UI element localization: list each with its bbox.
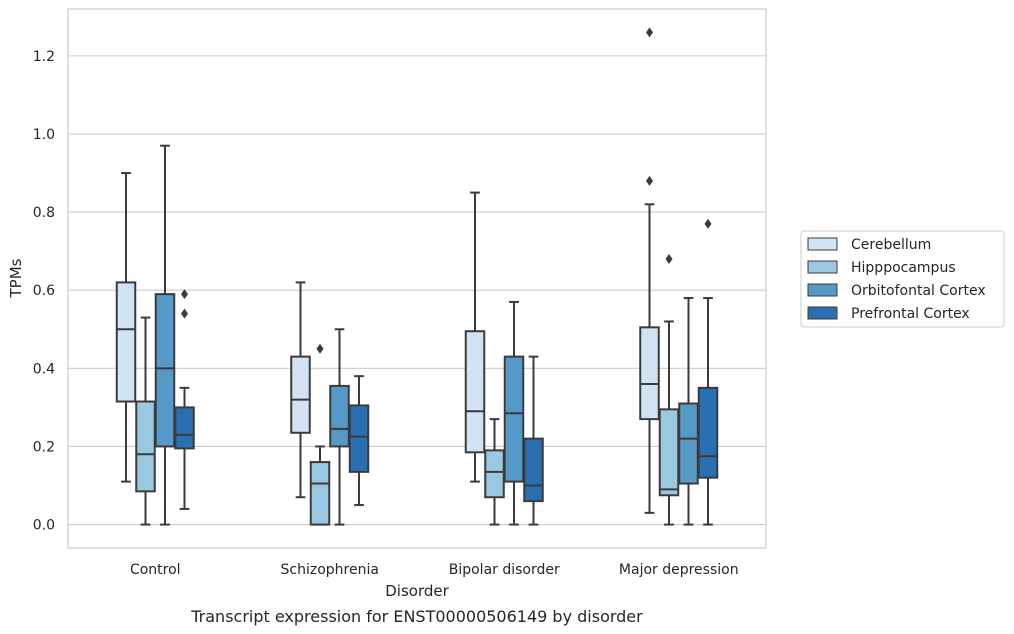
- box-body: [639, 326, 660, 421]
- box-body: [309, 461, 331, 526]
- box-schizophrenia-orbitofontal-cortex: [329, 328, 350, 526]
- legend-swatch: [807, 237, 838, 251]
- box-body: [174, 406, 195, 450]
- y-tick-label: 0.2: [33, 439, 55, 455]
- legend-entry-label: Hipppocampus: [851, 260, 956, 276]
- x-tick-labels: Control Schizophrenia Bipolar disorder Majo…: [130, 562, 739, 578]
- box-bipolar-disorder-cerebellum: [464, 191, 486, 483]
- box-body: [503, 355, 525, 483]
- box-schizophrenia-prefrontal-cortex: [348, 375, 370, 507]
- box-control-orbitofontal-cortex: [154, 144, 176, 526]
- box-control-hipppocampus: [135, 316, 156, 526]
- box-body: [484, 449, 505, 499]
- legend-swatch: [807, 283, 838, 297]
- box-bipolar-disorder-orbitofontal-cortex: [503, 300, 525, 526]
- legend-entry-label: Cerebellum: [851, 237, 931, 253]
- box-body: [678, 402, 699, 485]
- box-schizophrenia-cerebellum: [290, 281, 311, 499]
- y-tick-labels: 0.0 0.2 0.4 0.6 0.8 1.0 1.2: [33, 49, 55, 534]
- box-body: [329, 384, 350, 448]
- box-body: [348, 404, 370, 473]
- y-tick-label: 0.6: [33, 283, 55, 299]
- box-control-cerebellum: [115, 172, 137, 483]
- y-tick-label: 0.8: [33, 205, 55, 221]
- box-body: [658, 408, 680, 497]
- outlier-point: [646, 27, 653, 38]
- outlier-point: [181, 289, 188, 300]
- chart-caption: Transcript expression for ENST0000050614…: [190, 607, 643, 626]
- x-tick-label: Schizophrenia: [281, 562, 379, 578]
- box-major-depression-orbitofontal-cortex: [678, 297, 699, 526]
- box-major-depression-prefrontal-cortex: [697, 218, 719, 526]
- box-major-depression-hipppocampus: [658, 253, 680, 526]
- legend[interactable]: Cerebellum Hipppocampus Orbitofontal Corte…: [800, 230, 1005, 328]
- box-plot-series: [115, 27, 719, 526]
- y-tick-label: 0.0: [33, 518, 55, 534]
- legend-swatch: [807, 306, 838, 320]
- legend-swatch: [807, 260, 838, 274]
- x-tick-label: Control: [130, 562, 181, 578]
- box-schizophrenia-hipppocampus: [309, 343, 331, 526]
- box-body: [154, 293, 176, 448]
- y-tick-label: 1.2: [33, 49, 55, 65]
- box-control-prefrontal-cortex: [174, 289, 195, 510]
- outlier-point: [704, 218, 712, 229]
- x-axis-label: Disorder: [385, 582, 449, 600]
- box-body: [697, 386, 719, 479]
- box-body: [523, 437, 544, 503]
- box-body: [290, 355, 311, 434]
- plot-frame: [67, 8, 767, 549]
- box-body: [115, 281, 137, 403]
- legend-entry-label: Prefrontal Cortex: [851, 306, 970, 322]
- legend-items: Cerebellum Hipppocampus Orbitofontal Corte…: [807, 237, 986, 322]
- y-axis-label: TPMs: [7, 258, 25, 298]
- outlier-point: [646, 175, 653, 186]
- box-body: [464, 330, 486, 454]
- outlier-point: [665, 253, 673, 264]
- legend-entry-label: Orbitofontal Cortex: [851, 283, 986, 299]
- legend-frame: [800, 230, 1005, 328]
- outlier-point: [316, 343, 324, 354]
- box-bipolar-disorder-prefrontal-cortex: [523, 355, 544, 526]
- y-tick-label: 0.4: [33, 361, 55, 377]
- y-tick-label: 1.0: [33, 127, 55, 143]
- box-major-depression-cerebellum: [639, 27, 660, 514]
- x-tick-label: Bipolar disorder: [449, 562, 560, 578]
- box-body: [135, 400, 156, 493]
- box-bipolar-disorder-hipppocampus: [484, 418, 505, 526]
- outlier-point: [181, 308, 188, 319]
- x-tick-label: Major depression: [619, 562, 739, 578]
